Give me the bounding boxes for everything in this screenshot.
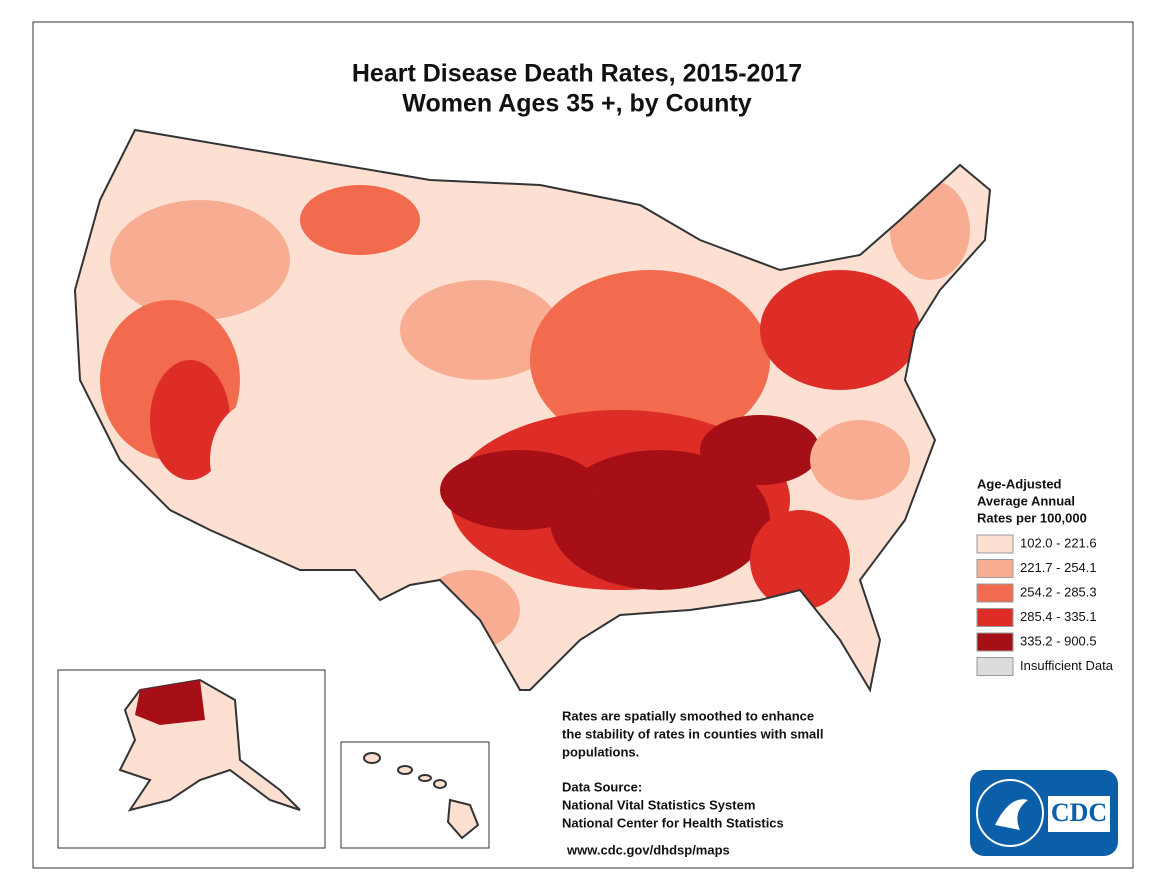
legend-label: 285.4 - 335.1 (1020, 609, 1097, 624)
note: Rates are spatially smoothed to enhance (562, 708, 814, 723)
source: National Vital Statistics System (562, 797, 755, 812)
alaska-north (135, 680, 205, 725)
legend-swatch (976, 632, 1014, 652)
legend-label: 221.7 - 254.1 (1020, 560, 1097, 575)
legend: 102.0 - 221.6 221.7 - 254.1 254.2 - 285.3 2… (976, 534, 1114, 676)
legend-swatch (976, 608, 1014, 627)
title-line-2: Women Ages 35 +, by County (402, 90, 751, 118)
legend-swatch (976, 534, 1014, 554)
note: the stability of rates in counties with … (562, 726, 824, 741)
legend-label: 254.2 - 285.3 (1020, 584, 1097, 599)
legend-label: 102.0 - 221.6 (1020, 535, 1097, 550)
note: populations. (562, 744, 639, 759)
legend-title: Age-Adjusted (977, 476, 1062, 491)
legend-label: 335.2 - 900.5 (1020, 633, 1097, 648)
legend-swatch (976, 583, 1014, 603)
source: National Center for Health Statistics (562, 815, 784, 830)
cdc-text: CDC (1051, 798, 1107, 827)
legend-title: Rates per 100,000 (977, 510, 1087, 525)
hawaii (363, 752, 480, 840)
legend-swatch (976, 657, 1014, 676)
cdc-box (1048, 796, 1110, 832)
url: www.cdc.gov/dhdsp/maps (566, 842, 730, 857)
legend-swatch (976, 559, 1014, 578)
hhs-seal (976, 779, 1044, 847)
legend-title: Average Annual (977, 493, 1075, 508)
title-line-1: Heart Disease Death Rates, 2015-2017 (352, 60, 802, 88)
source: Data Source: (562, 779, 642, 794)
legend-label: Insufficient Data (1020, 658, 1114, 673)
us-outline (73, 128, 992, 693)
hhs-eagle (995, 799, 1028, 830)
